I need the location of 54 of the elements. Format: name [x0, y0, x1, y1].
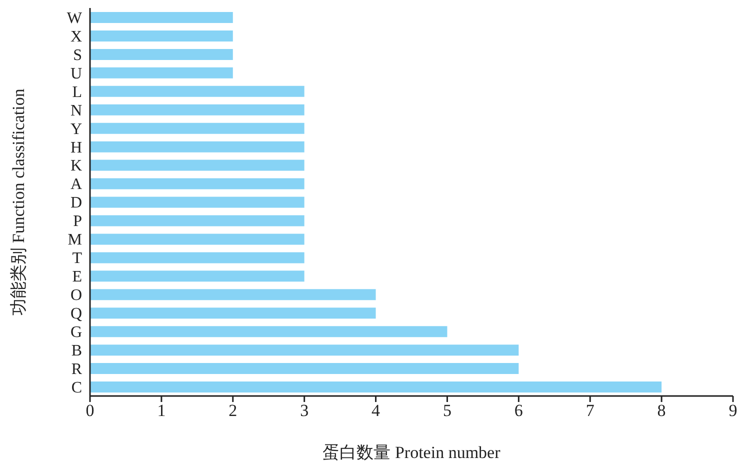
y-tick-label: G	[70, 324, 82, 342]
y-tick-label: R	[71, 360, 82, 378]
bar	[90, 382, 662, 393]
x-tick-label: 4	[372, 401, 381, 420]
bar	[90, 67, 233, 78]
x-tick-label: 5	[442, 401, 452, 420]
x-tick-label: 6	[514, 401, 523, 420]
x-axis-title: 蛋白数量 Protein number	[322, 443, 501, 462]
bar	[90, 160, 304, 171]
y-tick-label: H	[70, 139, 82, 156]
bar	[90, 363, 519, 374]
y-tick-label: E	[72, 268, 82, 286]
bar	[90, 326, 448, 338]
bar	[90, 270, 304, 282]
y-tick-label: B	[71, 342, 82, 360]
y-axis-title: 功能类别 Function classification	[9, 88, 28, 316]
bar	[90, 344, 519, 356]
y-tick-label: X	[70, 28, 82, 46]
y-tick-label: Y	[70, 120, 82, 138]
y-tick-label: P	[73, 213, 82, 230]
x-tick-label: 8	[657, 401, 666, 420]
bar	[90, 86, 304, 97]
y-tick-label: C	[71, 379, 82, 396]
x-tick-label: 1	[157, 401, 166, 420]
bar	[90, 196, 304, 208]
x-tick-label: 7	[586, 401, 595, 420]
bar	[90, 252, 304, 264]
bar	[90, 48, 233, 60]
y-tick-label: S	[73, 46, 82, 64]
y-tick-label: N	[70, 102, 82, 120]
bar	[90, 178, 304, 190]
y-tick-label: A	[70, 176, 82, 194]
x-tick-label: 0	[86, 401, 94, 420]
bar	[90, 215, 304, 226]
bar	[90, 104, 304, 116]
bar	[90, 30, 233, 42]
y-tick-label: K	[70, 158, 82, 175]
y-tick-label: O	[70, 287, 82, 304]
y-tick-label: T	[72, 250, 82, 268]
bar	[90, 141, 304, 152]
bar	[90, 122, 304, 134]
x-tick-label: 9	[728, 401, 738, 420]
x-tick-label: 2	[228, 401, 238, 420]
bar	[90, 308, 376, 319]
y-tick-label: U	[70, 65, 82, 82]
bar	[90, 234, 304, 245]
x-tick-label: 3	[300, 401, 309, 420]
bar	[90, 12, 233, 23]
y-tick-label: W	[66, 10, 83, 27]
y-tick-label: M	[68, 232, 82, 249]
y-tick-label: Q	[70, 306, 82, 323]
y-tick-label: L	[72, 84, 82, 101]
y-tick-label: D	[70, 194, 82, 212]
bar	[90, 289, 376, 300]
